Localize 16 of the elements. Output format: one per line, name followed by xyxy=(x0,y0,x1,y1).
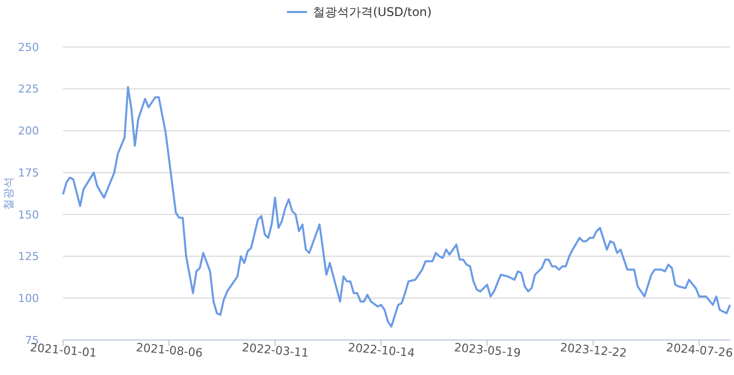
legend-label: 철광석가격(USD/ton) xyxy=(313,5,432,20)
y-tick-label: 200 xyxy=(18,124,39,138)
y-tick-label: 225 xyxy=(18,82,39,96)
y-tick-label: 250 xyxy=(18,40,39,54)
y-axis-title: 철광석 xyxy=(2,177,15,210)
x-tick-label: 2023-05-19 xyxy=(454,340,522,360)
y-tick-label: 125 xyxy=(18,250,39,264)
line-series xyxy=(62,86,731,328)
y-tick-label: 100 xyxy=(18,292,39,305)
y-tick-label: 150 xyxy=(18,208,39,222)
y-tick-label: 175 xyxy=(18,166,39,180)
x-tick-label: 2022-10-14 xyxy=(348,340,416,360)
x-tick-label: 2021-08-06 xyxy=(135,340,204,360)
x-tick-label: 2022-03-11 xyxy=(242,340,310,360)
x-tick-label: 2024-07-26 xyxy=(666,340,734,360)
x-tick-label: 2023-12-22 xyxy=(560,340,628,360)
